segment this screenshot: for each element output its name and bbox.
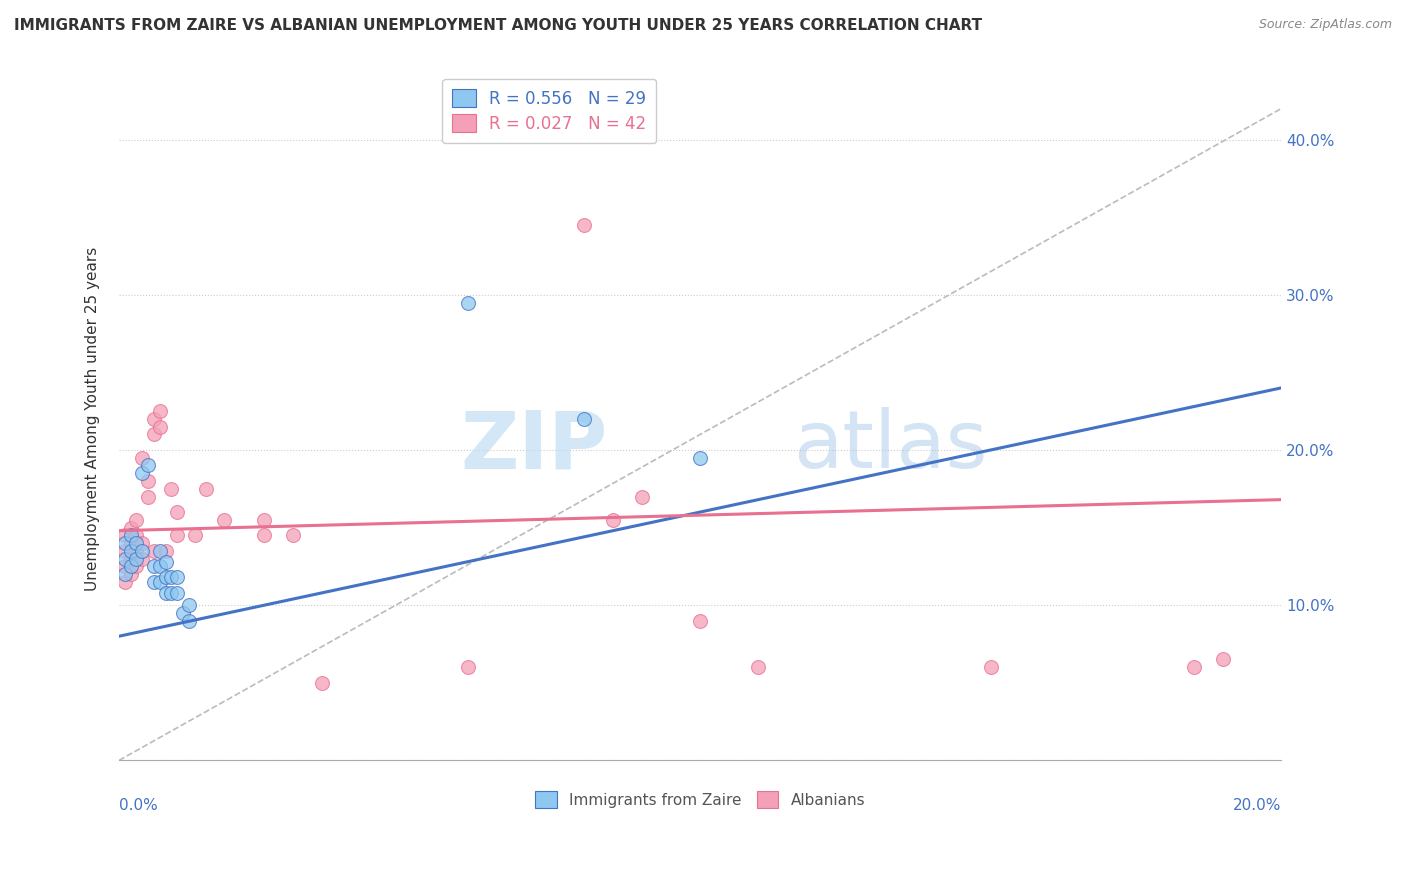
Point <box>120 528 142 542</box>
Point <box>747 660 769 674</box>
Point <box>142 427 165 442</box>
Point <box>166 570 188 584</box>
Point <box>131 467 153 481</box>
Point <box>160 586 183 600</box>
Point <box>457 295 479 310</box>
Point <box>195 482 218 496</box>
Point <box>149 544 172 558</box>
Point <box>283 528 305 542</box>
Point <box>689 450 711 465</box>
Point <box>253 528 276 542</box>
Point <box>120 536 142 550</box>
Point <box>172 606 194 620</box>
Point <box>142 412 165 426</box>
Point <box>602 513 624 527</box>
Point <box>136 458 159 473</box>
Point <box>183 528 205 542</box>
Point <box>114 544 136 558</box>
Point <box>177 598 200 612</box>
Point <box>155 570 177 584</box>
Point <box>125 551 148 566</box>
Point <box>155 544 177 558</box>
Point <box>120 544 142 558</box>
Text: ZIP: ZIP <box>460 408 607 485</box>
Point <box>125 528 148 542</box>
Point <box>149 404 172 418</box>
Point <box>160 570 183 584</box>
Point <box>689 614 711 628</box>
Text: Source: ZipAtlas.com: Source: ZipAtlas.com <box>1258 18 1392 31</box>
Point <box>572 412 595 426</box>
Point <box>253 513 276 527</box>
Point <box>131 536 153 550</box>
Point <box>114 551 136 566</box>
Point <box>1212 652 1234 666</box>
Point <box>120 551 142 566</box>
Point <box>142 544 165 558</box>
Point <box>125 513 148 527</box>
Point <box>114 574 136 589</box>
Point <box>120 567 142 582</box>
Legend: Immigrants from Zaire, Albanians: Immigrants from Zaire, Albanians <box>529 785 872 814</box>
Point <box>155 555 177 569</box>
Point <box>114 528 136 542</box>
Point <box>131 551 153 566</box>
Text: 20.0%: 20.0% <box>1233 798 1281 813</box>
Point <box>142 559 165 574</box>
Point <box>125 559 148 574</box>
Point <box>177 614 200 628</box>
Point <box>120 559 142 574</box>
Point <box>120 520 142 534</box>
Point <box>114 536 136 550</box>
Point <box>114 559 136 574</box>
Point <box>125 544 148 558</box>
Text: 0.0%: 0.0% <box>120 798 157 813</box>
Point <box>142 574 165 589</box>
Text: IMMIGRANTS FROM ZAIRE VS ALBANIAN UNEMPLOYMENT AMONG YOUTH UNDER 25 YEARS CORREL: IMMIGRANTS FROM ZAIRE VS ALBANIAN UNEMPL… <box>14 18 983 33</box>
Point <box>1182 660 1205 674</box>
Point <box>149 559 172 574</box>
Point <box>149 574 172 589</box>
Point <box>160 482 183 496</box>
Point <box>131 544 153 558</box>
Point <box>136 490 159 504</box>
Point <box>131 450 153 465</box>
Point <box>572 218 595 232</box>
Point <box>114 567 136 582</box>
Point <box>631 490 654 504</box>
Point <box>980 660 1002 674</box>
Point <box>166 586 188 600</box>
Point <box>125 536 148 550</box>
Point <box>166 528 188 542</box>
Point <box>457 660 479 674</box>
Point <box>212 513 235 527</box>
Y-axis label: Unemployment Among Youth under 25 years: Unemployment Among Youth under 25 years <box>86 247 100 591</box>
Point <box>166 505 188 519</box>
Point <box>155 586 177 600</box>
Point <box>311 675 333 690</box>
Text: atlas: atlas <box>793 408 987 485</box>
Point <box>136 474 159 488</box>
Point <box>149 419 172 434</box>
